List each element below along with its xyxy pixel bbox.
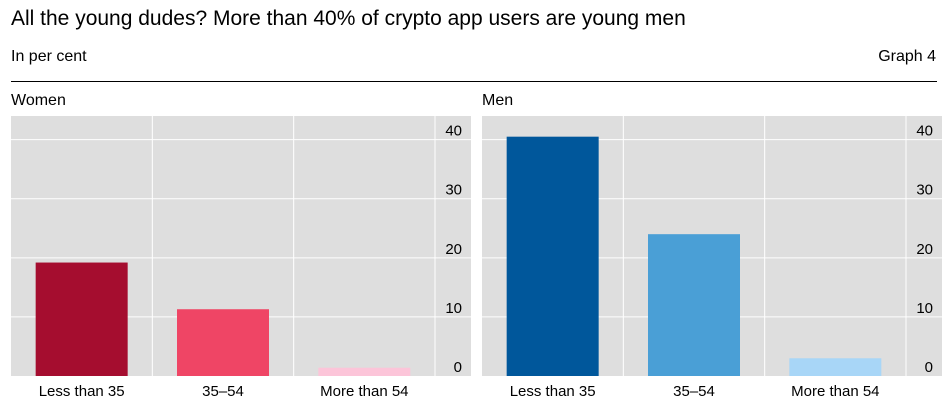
bar-women-1 [35, 262, 128, 376]
y-tick-label-women-20: 20 [445, 241, 462, 258]
unit-label: In per cent [11, 48, 87, 65]
panel-title-men: Men [482, 92, 514, 109]
x-tick-label-men-3: More than 54 [791, 383, 879, 400]
x-tick-label-women-2: 35–54 [202, 383, 244, 400]
y-tick-label-women-10: 10 [445, 300, 462, 317]
x-tick-label-men-2: 35–54 [673, 383, 715, 400]
y-tick-label-men-20: 20 [916, 241, 933, 258]
header-rule [11, 81, 937, 82]
y-tick-label-women-30: 30 [445, 182, 462, 199]
y-tick-label-men-10: 10 [916, 300, 933, 317]
y-tick-label-women-40: 40 [445, 123, 462, 140]
x-tick-label-women-1: Less than 35 [39, 383, 125, 400]
bar-men-3 [789, 358, 882, 376]
panel-title-women: Women [11, 92, 66, 109]
bar-women-2 [177, 309, 269, 376]
x-tick-label-women-3: More than 54 [320, 383, 408, 400]
graph-number-label: Graph 4 [878, 48, 936, 65]
chart-title: All the young dudes? More than 40% of cr… [11, 7, 686, 30]
bar-men-1 [506, 136, 599, 376]
x-tick-label-men-1: Less than 35 [510, 383, 596, 400]
y-tick-label-men-0: 0 [925, 359, 933, 376]
y-tick-label-men-40: 40 [916, 123, 933, 140]
bar-men-2 [648, 234, 740, 376]
bar-women-3 [318, 367, 411, 376]
y-tick-label-women-0: 0 [454, 359, 462, 376]
y-tick-label-men-30: 30 [916, 182, 933, 199]
